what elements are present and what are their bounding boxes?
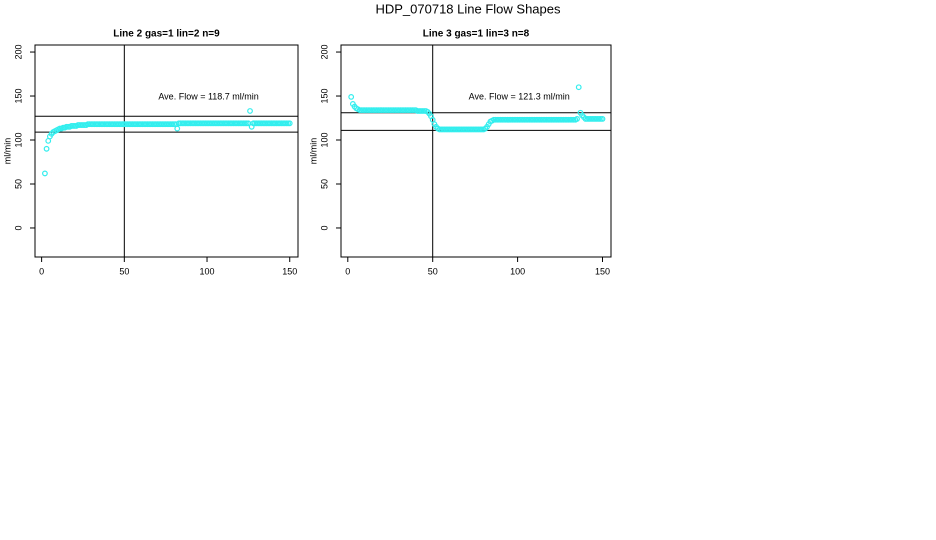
panel-title: Line 2 gas=1 lin=2 n=9	[113, 29, 220, 40]
x-tick-label: 0	[39, 266, 44, 276]
page-title: HDP_070718 Line Flow Shapes	[375, 1, 561, 16]
x-tick-label: 100	[200, 266, 215, 276]
panel-title: Line 3 gas=1 lin=3 n=8	[423, 29, 530, 40]
point	[286, 120, 293, 127]
y-tick-label: 50	[319, 179, 329, 189]
y-axis-label: ml/min	[2, 138, 12, 165]
point	[599, 115, 606, 122]
plot-frame	[34, 44, 299, 258]
x-tick-label: 100	[510, 266, 525, 276]
y-tick-label: 100	[13, 132, 23, 147]
point	[574, 115, 580, 122]
y-tick-label: 150	[13, 89, 23, 104]
y-tick-label: 200	[13, 45, 23, 60]
x-tick-label: 0	[345, 266, 350, 276]
point	[247, 108, 253, 114]
annotation: Ave. Flow = 121.3 ml/min	[469, 91, 570, 101]
y-tick-label: 0	[13, 225, 23, 230]
point	[43, 145, 50, 152]
x-tick-label: 150	[595, 266, 610, 276]
y-tick-label: 50	[13, 179, 23, 189]
plot-frame	[340, 44, 612, 258]
y-tick-label: 200	[319, 45, 329, 60]
annotation: Ave. Flow = 118.7 ml/min	[158, 91, 258, 101]
y-tick-label: 150	[319, 89, 329, 104]
point	[575, 84, 582, 91]
x-tick-label: 150	[282, 266, 297, 276]
y-axis-label: ml/min	[308, 138, 318, 165]
x-tick-label: 50	[119, 266, 129, 276]
point	[348, 94, 355, 100]
y-tick-label: 100	[319, 132, 329, 147]
y-tick-label: 0	[319, 225, 329, 230]
x-tick-label: 50	[428, 266, 438, 276]
point	[174, 125, 181, 132]
point	[42, 170, 48, 177]
